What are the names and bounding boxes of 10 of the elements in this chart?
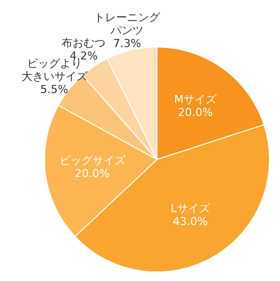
data-label: 20.0%: [74, 167, 110, 180]
slice-label: Mサイズ: [174, 93, 218, 106]
slice-label: Lサイズ: [170, 202, 211, 216]
data-label: 7.3%: [113, 37, 142, 50]
data-label: 20.0%: [178, 106, 213, 120]
data-label: 5.5%: [40, 83, 68, 96]
slice-label: 布おむつ: [62, 36, 106, 50]
slice-label: トレーニングパンツ: [94, 11, 162, 38]
slice-label: ビッグサイズ: [59, 154, 126, 168]
data-label: 43.0%: [172, 215, 208, 228]
